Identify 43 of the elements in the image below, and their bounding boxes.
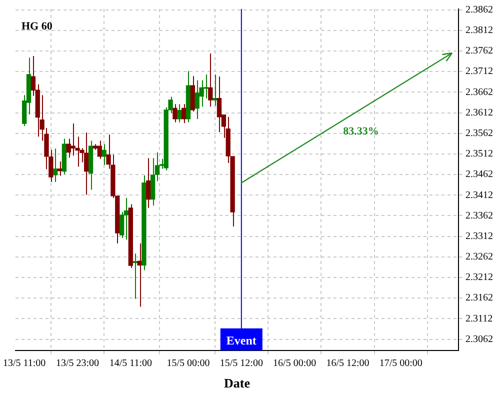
annotation: 83.33% (343, 126, 379, 138)
candlestick (208, 52, 213, 108)
y-tick-label: 2.3512 (466, 148, 493, 160)
y-tick-label: 2.3712 (466, 66, 493, 78)
ref-line-label: Event (226, 333, 256, 348)
y-tick-label: 2.3462 (466, 169, 493, 180)
x-tick-label: 13/5 11:00 (3, 358, 46, 370)
x-tick-label: 15/5 12:00 (220, 358, 263, 370)
candlestick (124, 198, 129, 240)
candlestick (119, 212, 124, 238)
candlestick (53, 148, 58, 182)
candlestick (137, 242, 142, 308)
x-tick-label: 17/5 00:00 (379, 358, 422, 370)
text: HG 60 (21, 20, 53, 32)
candlestick (102, 144, 106, 166)
y-tick-label: 2.3212 (466, 272, 493, 284)
x-tick-label: 16/5 12:00 (326, 358, 370, 370)
y-tick-label: 2.3562 (466, 128, 493, 139)
y-tick-label: 2.3812 (466, 25, 493, 36)
candlestick (216, 76, 222, 133)
y-tick-label: 2.3162 (466, 292, 493, 304)
y-tick-label: 2.3312 (466, 230, 493, 242)
y-tick-label: 2.3862 (466, 4, 493, 16)
candlestick (172, 104, 178, 123)
x-tick-label: 16/5 00:00 (273, 358, 316, 370)
candlestick (132, 253, 138, 300)
candlestick (146, 158, 151, 208)
candlestick (212, 74, 218, 106)
y-tick-label: 2.3262 (466, 252, 493, 263)
y-tick-label: 2.3362 (466, 210, 493, 222)
y-tick-label: 2.3112 (466, 313, 493, 324)
x-tick-label: 14/5 11:00 (109, 358, 152, 370)
candlestick (177, 104, 182, 123)
y-tick-label: 2.3762 (466, 46, 493, 57)
y-tick-label: 2.3062 (466, 334, 493, 345)
candlestick (182, 104, 186, 124)
y-tick-label: 2.3412 (466, 190, 493, 201)
x-tick-label: 13/5 23:00 (56, 358, 100, 370)
x-axis-title: Date (224, 376, 250, 391)
y-tick-label: 2.3612 (466, 107, 493, 118)
x-tick-label: 15/5 00:00 (166, 358, 210, 370)
candlestick (97, 140, 102, 160)
y-tick-label: 2.3662 (466, 86, 493, 98)
